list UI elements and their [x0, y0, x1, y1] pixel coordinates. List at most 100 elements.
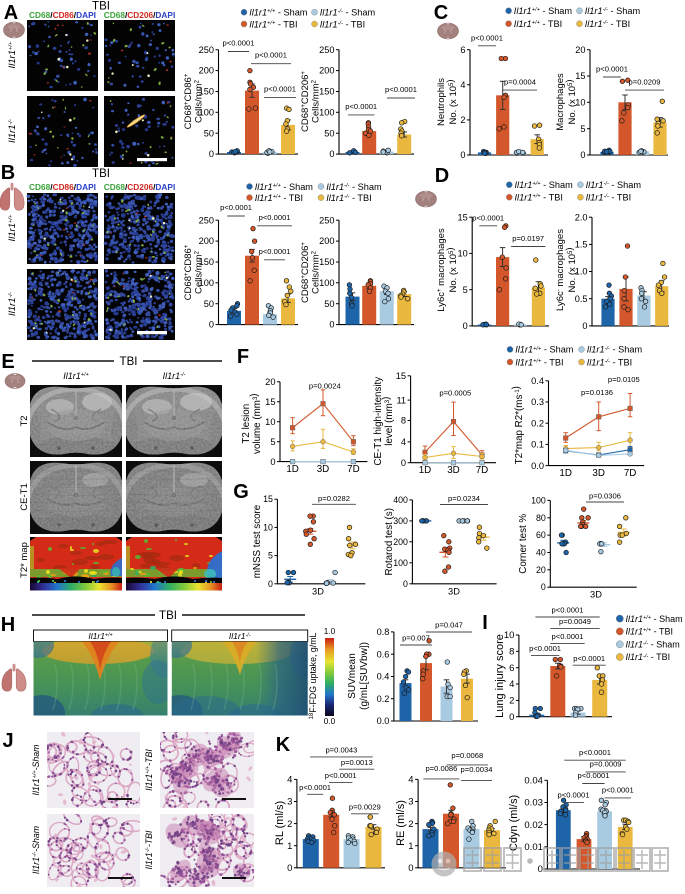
svg-text:0: 0	[270, 457, 275, 467]
svg-text:0: 0	[329, 320, 334, 330]
svg-text:0.0: 0.0	[531, 461, 544, 471]
svg-text:D: D	[435, 165, 449, 187]
svg-text:1.0: 1.0	[324, 627, 336, 636]
svg-text:Il1r1-/--Sham: Il1r1-/--Sham	[31, 826, 41, 874]
svg-text:18F-FDG uptake, g/mL: 18F-FDG uptake, g/mL	[308, 632, 318, 719]
svg-text:200: 200	[199, 236, 214, 246]
svg-text:3D: 3D	[592, 468, 605, 479]
svg-text:Il1r1-/- - Sham: Il1r1-/- - Sham	[585, 6, 641, 16]
svg-text:Cells/mm2: Cells/mm2	[311, 250, 322, 294]
svg-text:CD68+CD86+: CD68+CD86+	[183, 73, 194, 129]
svg-text:10: 10	[457, 249, 467, 259]
svg-text:50: 50	[204, 128, 214, 138]
svg-text:Il1r1+/+-Sham: Il1r1+/+-Sham	[31, 745, 41, 796]
svg-text:Il1r1+/+ - TBI: Il1r1+/+ - TBI	[515, 193, 563, 203]
svg-text:6: 6	[460, 45, 465, 55]
svg-text:Il1r1-/-: Il1r1-/-	[163, 371, 186, 381]
svg-text:p=0.0009: p=0.0009	[590, 760, 622, 769]
svg-text:p=0.0209: p=0.0209	[629, 78, 661, 87]
svg-text:5: 5	[270, 437, 275, 447]
svg-text:3D: 3D	[312, 586, 324, 596]
svg-text:0.4: 0.4	[377, 672, 390, 682]
svg-text:p=0.0004: p=0.0004	[504, 78, 536, 87]
svg-text:100: 100	[199, 108, 214, 118]
svg-text:Il1r1+/+ - Sham: Il1r1+/+ - Sham	[249, 8, 308, 18]
svg-text:E: E	[1, 351, 14, 373]
svg-text:0.02: 0.02	[524, 820, 543, 831]
svg-text:No. (x 105): No. (x 105)	[445, 79, 459, 124]
svg-text:0.0: 0.0	[324, 717, 336, 726]
svg-text:0: 0	[541, 582, 546, 592]
svg-text:200: 200	[319, 66, 334, 76]
svg-text:0: 0	[268, 579, 273, 589]
svg-text:15: 15	[457, 212, 467, 222]
svg-text:p=0.0005: p=0.0005	[439, 388, 471, 397]
svg-text:10: 10	[575, 98, 585, 108]
svg-text:10: 10	[263, 522, 273, 532]
svg-text:5: 5	[268, 551, 273, 561]
svg-text:7D: 7D	[476, 465, 489, 476]
svg-text:Il1r1-/- - TBI: Il1r1-/- - TBI	[587, 357, 633, 367]
svg-text:level (mm3): level (mm3)	[381, 397, 395, 446]
svg-text:0: 0	[408, 863, 413, 874]
svg-text:p=0.0105: p=0.0105	[608, 375, 640, 384]
svg-text:p<0.0001: p<0.0001	[264, 84, 296, 93]
svg-text:20: 20	[265, 377, 275, 387]
svg-text:G: G	[233, 481, 249, 503]
svg-text:Il1r1-/-: Il1r1-/-	[7, 119, 18, 143]
svg-text:CD68/CD206/DAPI: CD68/CD206/DAPI	[104, 182, 176, 192]
svg-text:300: 300	[393, 516, 408, 526]
svg-text:0.04: 0.04	[524, 776, 543, 787]
svg-text:p=0.0086: p=0.0086	[425, 764, 457, 773]
svg-text:Il1r1-/-: Il1r1-/-	[229, 631, 251, 641]
svg-text:T2*map R2*(ms-1): T2*map R2*(ms-1)	[511, 386, 525, 464]
svg-text:RL (ml/s): RL (ml/s)	[274, 801, 286, 845]
svg-text:Il1r1-/- - Sham: Il1r1-/- - Sham	[587, 345, 643, 355]
svg-text:Il1r1+/+ - TBI: Il1r1+/+ - TBI	[514, 19, 562, 29]
svg-text:p<0.0001: p<0.0001	[529, 644, 561, 653]
svg-text:p<0.0001: p<0.0001	[223, 39, 255, 48]
svg-text:p=0.0034: p=0.0034	[461, 765, 493, 774]
svg-text:Il1r1-/- - Sham: Il1r1-/- - Sham	[586, 180, 642, 190]
svg-text:150: 150	[199, 87, 214, 97]
svg-text:No. (x 105): No. (x 105)	[564, 79, 578, 124]
svg-text:Il1r1-/- - TBI: Il1r1-/- - TBI	[586, 193, 632, 203]
svg-text:p<0.0001: p<0.0001	[471, 33, 503, 42]
svg-text:Il1r1+/+ - TBI: Il1r1+/+ - TBI	[515, 357, 563, 367]
svg-text:A: A	[4, 2, 18, 24]
svg-text:0.3: 0.3	[531, 397, 544, 407]
svg-text:p<0.0001: p<0.0001	[558, 790, 590, 799]
svg-text:0.6: 0.6	[377, 649, 390, 659]
svg-text:0.1: 0.1	[531, 440, 544, 450]
svg-text:150: 150	[319, 87, 334, 97]
svg-text:2: 2	[460, 115, 465, 125]
svg-text:20: 20	[536, 565, 546, 575]
svg-text:CD68/CD206/DAPI: CD68/CD206/DAPI	[104, 10, 176, 20]
svg-text:Il1r1-/- - Sham: Il1r1-/- - Sham	[626, 640, 680, 650]
svg-text:0.2: 0.2	[531, 418, 544, 428]
svg-text:p<0.0001: p<0.0001	[385, 85, 417, 94]
svg-text:150: 150	[319, 257, 334, 267]
svg-text:p<0.0001: p<0.0001	[573, 654, 605, 663]
svg-text:50: 50	[324, 299, 334, 309]
svg-text:Il1r1-/- - TBI: Il1r1-/- - TBI	[626, 652, 671, 662]
svg-text:0: 0	[403, 579, 408, 589]
svg-text:0.03: 0.03	[524, 798, 543, 809]
svg-text:p<0.0001: p<0.0001	[552, 606, 584, 615]
svg-text:5: 5	[463, 285, 468, 295]
svg-text:p<0.0001: p<0.0001	[220, 203, 252, 212]
svg-text:Il1r1+/+ - Sham: Il1r1+/+ - Sham	[514, 6, 573, 16]
svg-text:0: 0	[582, 321, 587, 331]
svg-text:p=0.007: p=0.007	[402, 634, 430, 643]
svg-text:p=0.0024: p=0.0024	[309, 381, 341, 390]
svg-text:p=0.0197: p=0.0197	[512, 234, 544, 243]
svg-text:150: 150	[199, 257, 214, 267]
svg-text:0: 0	[538, 864, 543, 875]
svg-text:200: 200	[199, 66, 214, 76]
svg-text:Il1r1-/--TBI: Il1r1-/--TBI	[144, 830, 154, 869]
svg-text:80: 80	[536, 513, 546, 523]
svg-text:100: 100	[393, 558, 408, 568]
svg-text:Il1r1+/+-TBI: Il1r1+/+-TBI	[144, 749, 154, 791]
svg-text:SUVmean: SUVmean	[347, 653, 358, 699]
svg-text:0: 0	[401, 458, 406, 468]
